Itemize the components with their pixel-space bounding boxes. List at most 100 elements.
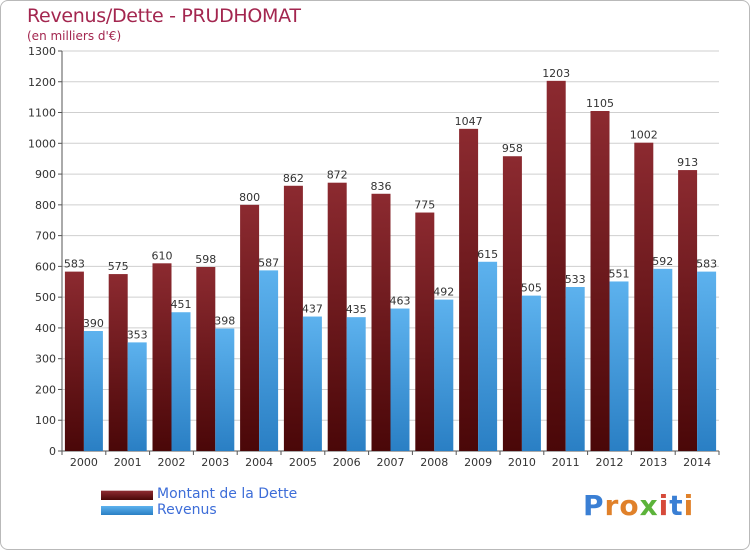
x-tick-label: 2013	[639, 456, 667, 469]
x-tick-label: 2001	[114, 456, 142, 469]
y-tick-label: 1200	[28, 76, 56, 89]
y-tick-label: 300	[35, 353, 56, 366]
revenue-bar	[171, 312, 191, 451]
revenue-value-label: 437	[302, 303, 323, 316]
debt-bar	[283, 185, 303, 451]
x-tick-label: 2008	[420, 456, 448, 469]
logo-letter: i	[683, 489, 695, 522]
debt-bar	[64, 271, 84, 451]
debt-value-label: 583	[64, 258, 85, 271]
x-tick-label: 2009	[464, 456, 492, 469]
y-tick-label: 500	[35, 291, 56, 304]
revenue-bar	[302, 316, 322, 451]
y-tick-label: 200	[35, 383, 56, 396]
y-tick-label: 600	[35, 260, 56, 273]
legend-label-revenue: Revenus	[157, 502, 217, 518]
revenue-value-label: 463	[390, 295, 411, 308]
y-tick-label: 0	[49, 445, 56, 458]
debt-bar	[590, 111, 610, 451]
logo-letter: i	[658, 489, 670, 522]
legend-swatch-revenue	[101, 506, 153, 515]
logo-letter: x	[639, 489, 659, 522]
x-tick-label: 2007	[377, 456, 405, 469]
debt-value-label: 775	[414, 199, 435, 212]
logo-letter: r	[604, 489, 620, 522]
proxiti-logo: Proxiti	[583, 489, 694, 522]
debt-value-label: 872	[327, 169, 348, 182]
chart-subtitle: (en milliers d'€)	[27, 29, 122, 43]
debt-value-label: 575	[108, 260, 129, 273]
debt-value-label: 958	[502, 142, 523, 155]
y-tick-label: 800	[35, 199, 56, 212]
debt-bar	[459, 128, 479, 451]
revenue-bar	[478, 261, 498, 451]
x-tick-label: 2006	[333, 456, 361, 469]
x-tick-label: 2003	[201, 456, 229, 469]
debt-bar	[371, 193, 391, 451]
debt-bar	[196, 267, 216, 451]
revenue-bar	[565, 287, 585, 451]
debt-bar	[634, 142, 654, 451]
revenue-bar	[697, 271, 717, 451]
debt-bar	[678, 170, 698, 452]
debt-bar	[327, 182, 347, 451]
revenue-value-label: 533	[565, 273, 586, 286]
debt-value-label: 800	[239, 191, 260, 204]
revenue-value-label: 505	[521, 282, 542, 295]
revenue-value-label: 398	[214, 315, 235, 328]
revenue-value-label: 551	[609, 267, 630, 280]
revenue-value-label: 615	[477, 248, 498, 261]
x-tick-label: 2002	[158, 456, 186, 469]
revenue-bar	[83, 331, 103, 451]
debt-bar	[108, 274, 128, 451]
x-tick-label: 2005	[289, 456, 317, 469]
revenue-bar	[434, 299, 454, 451]
y-tick-label: 1300	[28, 45, 56, 58]
debt-value-label: 1002	[630, 129, 658, 142]
logo-letter: o	[619, 489, 640, 522]
debt-bar	[240, 204, 260, 451]
legend-swatch-debt	[101, 490, 153, 500]
revenue-bar	[521, 295, 541, 451]
y-tick-label: 1100	[28, 107, 56, 120]
y-tick-label: 1000	[28, 137, 56, 150]
y-tick-label: 400	[35, 322, 56, 335]
revenue-bar	[215, 328, 235, 451]
x-tick-label: 2011	[552, 456, 580, 469]
revenue-value-label: 435	[346, 303, 367, 316]
revenue-value-label: 451	[171, 298, 192, 311]
x-tick-label: 2014	[683, 456, 711, 469]
revenue-value-label: 492	[433, 286, 454, 299]
y-tick-label: 100	[35, 414, 56, 427]
y-tick-label: 900	[35, 168, 56, 181]
debt-value-label: 1105	[586, 97, 614, 110]
revenue-bar	[259, 270, 279, 451]
y-tick-label: 700	[35, 230, 56, 243]
chart-title: Revenus/Dette - PRUDHOMAT	[27, 5, 301, 27]
revenue-value-label: 353	[127, 328, 148, 341]
revenue-bar	[346, 317, 366, 451]
logo-letter: t	[669, 489, 684, 522]
revenue-bar	[127, 342, 147, 451]
debt-bar	[502, 156, 522, 451]
debt-value-label: 862	[283, 172, 304, 185]
revenue-value-label: 587	[258, 256, 279, 269]
debt-value-label: 913	[677, 156, 698, 169]
revenue-value-label: 583	[696, 258, 717, 271]
revenue-bar	[609, 281, 629, 451]
debt-bar	[546, 80, 566, 451]
debt-value-label: 1047	[455, 115, 483, 128]
revenue-bar	[653, 268, 673, 451]
debt-value-label: 836	[371, 180, 392, 193]
logo-letter: P	[583, 489, 605, 522]
x-tick-label: 2010	[508, 456, 536, 469]
debt-value-label: 598	[195, 253, 216, 266]
x-tick-label: 2000	[70, 456, 98, 469]
debt-value-label: 1203	[542, 67, 570, 80]
debt-value-label: 610	[152, 249, 173, 262]
x-tick-label: 2004	[245, 456, 273, 469]
revenue-bar	[390, 308, 410, 451]
revenue-value-label: 390	[83, 317, 104, 330]
